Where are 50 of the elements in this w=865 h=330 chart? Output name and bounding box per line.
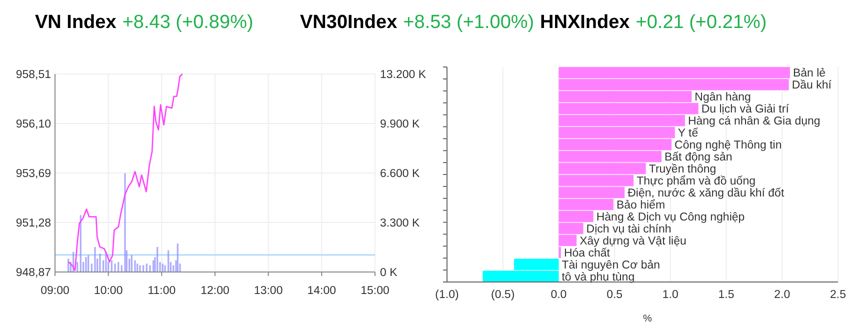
x-tick-label: 12:00 — [200, 285, 230, 297]
text: VN Index — [35, 12, 117, 33]
y-tick-label: Điện, nước & xăng dầu khí đốt — [628, 188, 785, 200]
y-tick-label: 953,69 — [16, 168, 51, 180]
y2-tick-label: 6.600 K — [380, 168, 420, 180]
y2-tick-label: 3.300 K — [380, 218, 420, 230]
x-tick-label: 1.5 — [718, 289, 734, 301]
y-tick-label: Hàng & Dịch vụ Công nghiệp — [596, 211, 745, 224]
y-tick-label: Hóa chất — [564, 247, 611, 260]
y-tick-label: Tài nguyên Cơ bản — [562, 259, 660, 272]
y-tick-label: Xây dựng và Vật liệu — [580, 235, 686, 248]
x-tick-label: (1.0) — [435, 289, 459, 301]
y-tick-label: Y tế — [678, 128, 699, 140]
x-tick-label: 2.5 — [830, 289, 846, 301]
x-tick-label: 13:00 — [254, 285, 283, 297]
text: HNXIndex — [540, 12, 630, 33]
x-tick-label: (0.5) — [491, 289, 515, 301]
line-series — [68, 73, 184, 272]
y-tick-label: Dầu khí — [792, 80, 832, 92]
text: VN30Index — [300, 12, 398, 33]
x-tick-label: 0.5 — [606, 289, 623, 301]
y-tick-label: Thực phẩm và đồ uống — [636, 174, 756, 188]
y-tick-label: Truyền thông — [648, 164, 716, 176]
y-tick-label: 948,87 — [16, 267, 51, 280]
x-tick-label: 11:00 — [148, 285, 176, 297]
y-tick-label: Bất động sản — [664, 152, 732, 164]
x-tick-label: 09:00 — [40, 285, 70, 297]
y-tick-label: 951,28 — [16, 218, 51, 230]
y-tick-label: Bảo hiểm — [616, 198, 666, 212]
y-tick-label: Bản lẻ — [792, 68, 826, 80]
y-tick-label: Hàng cá nhân & Gia dụng — [688, 116, 820, 128]
y-tick-label: Ngân hàng — [694, 92, 751, 104]
text: +0.21 (+0.21%) — [636, 12, 767, 33]
y2-tick-label: 13.200 K — [380, 69, 426, 82]
y-tick-label: Dịch vụ tài chính — [586, 223, 672, 236]
y-tick-label: 956,10 — [16, 118, 51, 131]
x-tick-label: 14:00 — [307, 285, 336, 297]
x-axis-title: % — [643, 314, 652, 324]
y-tick-label: 958,51 — [16, 69, 51, 82]
x-tick-label: 2.0 — [774, 289, 790, 301]
y-tick-label: Du lịch và Giải trí — [701, 104, 790, 116]
y-tick-label: Công nghệ Thông tin — [674, 140, 782, 152]
y2-tick-label: 9.900 K — [380, 118, 420, 131]
y2-tick-label: 0 K — [380, 267, 398, 280]
x-tick-label: 0.0 — [550, 289, 567, 301]
x-tick-label: 10:00 — [94, 285, 123, 297]
text: +8.43 (+0.89%) — [122, 12, 254, 33]
text: +8.53 (+1.00%) — [403, 12, 534, 33]
x-tick-label: 15:00 — [360, 285, 390, 297]
x-tick-label: 1.0 — [662, 289, 678, 301]
